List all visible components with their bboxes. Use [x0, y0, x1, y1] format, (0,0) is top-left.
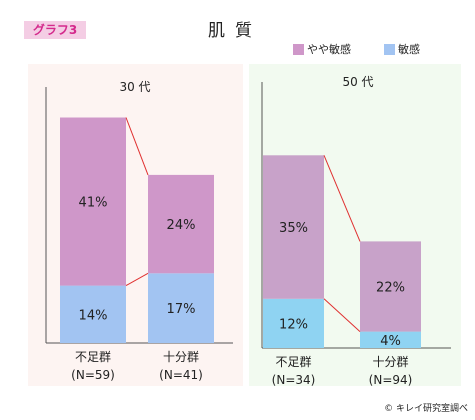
- legend-swatch-sensitive: [384, 43, 395, 55]
- data-label-30s-1-0: 17%: [167, 302, 196, 317]
- category-label-50s-0: 不足群: [275, 355, 311, 369]
- connector-50s-1: [323, 155, 361, 242]
- legend-item-sensitive: 敏感: [384, 41, 420, 57]
- category-n-30s-0: (N=59): [71, 368, 115, 382]
- bar-30s-insufficient-somewhat-sensitive: [60, 117, 126, 286]
- data-label-30s-1-1: 24%: [167, 218, 196, 233]
- category-n-30s-1: (N=41): [159, 368, 203, 382]
- connector-30s-1: [125, 117, 149, 176]
- data-label-30s-0-0: 14%: [79, 308, 108, 323]
- legend-label-somewhat-sensitive: やや敏感: [307, 43, 351, 56]
- category-n-50s-1: (N=94): [369, 373, 413, 387]
- category-n-50s-0: (N=34): [272, 373, 316, 387]
- category-label-30s-0: 不足群: [75, 350, 111, 364]
- graph-number-badge: グラフ3: [24, 21, 86, 39]
- data-label-50s-0-0: 12%: [279, 317, 308, 332]
- data-label-30s-0-1: 41%: [79, 196, 108, 211]
- legend-swatch-somewhat-sensitive: [293, 43, 304, 55]
- bar-30s-sufficient-somewhat-sensitive: [148, 174, 214, 274]
- data-label-50s-1-1: 22%: [376, 281, 405, 296]
- panel-title-50s: 50 代: [342, 75, 373, 89]
- bar-50s-sufficient-somewhat-sensitive: [360, 241, 421, 332]
- chart-title: 肌質: [208, 21, 262, 41]
- legend-item-somewhat-sensitive: やや敏感: [293, 41, 351, 57]
- bar-50s-sufficient-sensitive: [360, 331, 421, 348]
- connector-50s-0: [323, 298, 361, 332]
- panel-title-30s: 30 代: [119, 80, 150, 94]
- bar-50s-insufficient-sensitive: [263, 298, 324, 348]
- credit-text: © キレイ研究室調べ: [384, 402, 468, 414]
- bar-50s-insufficient-somewhat-sensitive: [263, 155, 324, 299]
- legend-label-sensitive: 敏感: [398, 43, 420, 56]
- bar-30s-sufficient-sensitive: [148, 273, 214, 343]
- connector-30s-0: [125, 272, 149, 287]
- category-label-30s-1: 十分群: [163, 350, 199, 364]
- data-label-50s-0-1: 35%: [279, 221, 308, 236]
- bar-30s-insufficient-sensitive: [60, 285, 126, 343]
- category-label-50s-1: 十分群: [372, 355, 408, 369]
- data-label-50s-1-0: 4%: [380, 334, 401, 349]
